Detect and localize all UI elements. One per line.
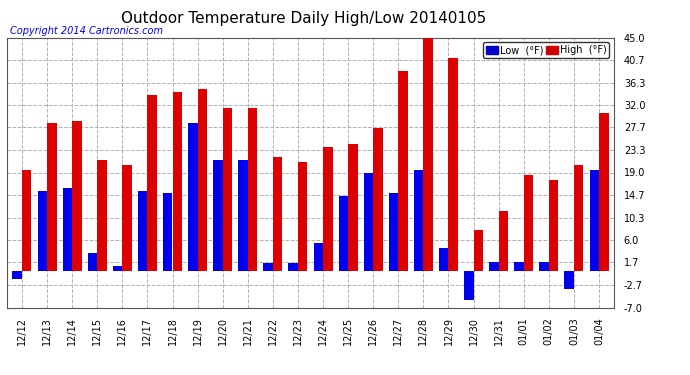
Bar [37,190,47,271]
Text: Copyright 2014 Cartronics.com: Copyright 2014 Cartronics.com [10,26,164,36]
Bar [574,165,584,271]
Bar [313,243,323,271]
Bar [549,180,558,271]
Bar [339,196,348,271]
Bar [197,89,207,271]
Bar [489,262,499,271]
Bar [388,193,398,271]
Bar [138,190,148,271]
Bar [514,262,524,271]
Bar [72,121,81,271]
Bar [112,266,122,271]
Text: Outdoor Temperature Daily High/Low 20140105: Outdoor Temperature Daily High/Low 20140… [121,11,486,26]
Bar [223,108,233,271]
Bar [264,263,273,271]
Bar [238,159,248,271]
Bar [298,162,308,271]
Bar [589,170,599,271]
Bar [323,147,333,271]
Bar [424,35,433,271]
Bar [148,94,157,271]
Bar [47,123,57,271]
Bar [12,271,22,279]
Bar [288,263,298,271]
Bar [88,253,97,271]
Bar [473,230,483,271]
Bar [373,128,383,271]
Bar [22,170,32,271]
Bar [540,262,549,271]
Bar [599,113,609,271]
Bar [499,211,509,271]
Bar [524,175,533,271]
Legend: Low  (°F), High  (°F): Low (°F), High (°F) [483,42,609,58]
Bar [439,248,449,271]
Bar [122,165,132,271]
Bar [213,159,223,271]
Bar [248,108,257,271]
Bar [348,144,357,271]
Bar [414,170,424,271]
Bar [97,159,107,271]
Bar [398,71,408,271]
Bar [163,193,172,271]
Bar [364,172,373,271]
Bar [188,123,197,271]
Bar [63,188,72,271]
Bar [172,92,182,271]
Bar [448,58,458,271]
Bar [564,271,574,290]
Bar [273,157,282,271]
Bar [464,271,473,300]
